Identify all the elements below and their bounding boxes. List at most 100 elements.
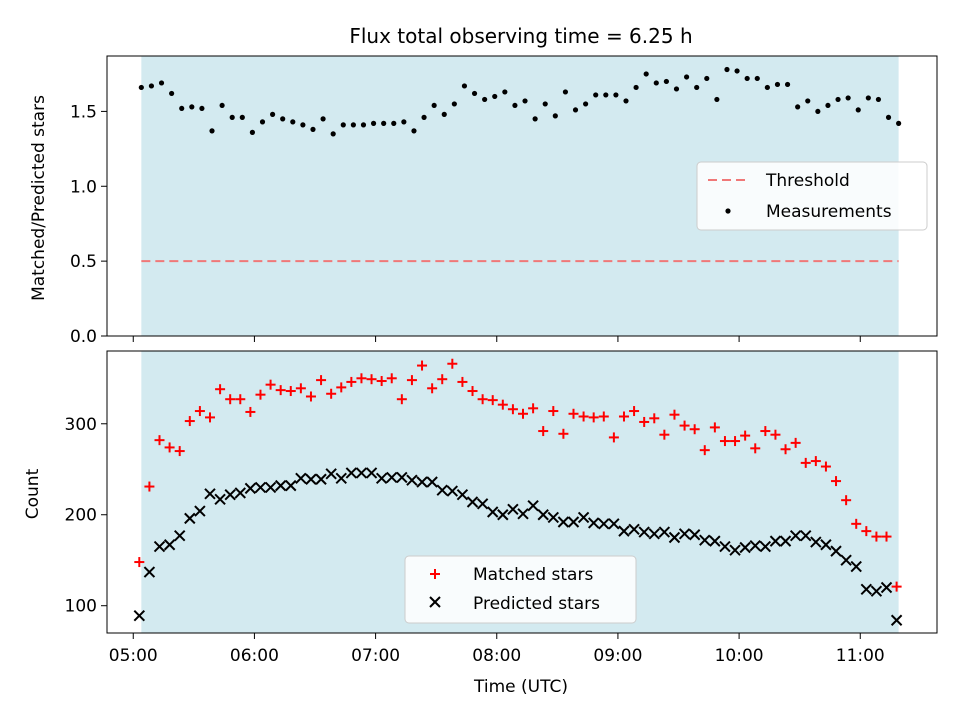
predicted-star-point [699,534,711,546]
x-tick-label: 11:00 [836,646,885,666]
measurement-point [562,89,569,95]
y-tick-label: 100 [65,597,97,617]
measurement-point [583,101,589,107]
matched-star-point [507,404,518,415]
matched-star-point [871,531,882,542]
matched-star-point [820,461,831,472]
predicted-star-point [577,511,590,524]
bottom-y-axis: 100 200 300 [65,415,107,617]
predicted-star-point [194,505,206,517]
predicted-star-point [719,540,731,553]
matched-star-point [618,411,629,422]
matched-star-point [295,383,306,394]
predicted-star-point [355,467,368,479]
legend-matched-label: Matched stars [473,565,593,585]
measurement-point [795,104,801,110]
measurement-point [229,114,235,120]
predicted-star-point [820,539,832,551]
top-y-axis: 0.0 0.5 1.0 1.5 [70,102,107,347]
predicted-star-point [779,535,792,547]
predicted-star-point [375,472,388,485]
predicted-star-point [295,472,307,485]
matched-star-point [497,399,508,410]
matched-star-point [215,384,226,395]
measurement-point [461,83,468,89]
measurement-point [340,122,346,128]
predicted-star-point [557,516,570,528]
predicted-star-point [305,473,317,485]
measurement-point [249,129,256,135]
matched-star-point [346,376,357,387]
predicted-star-point [133,610,146,622]
predicted-star-point [365,467,378,479]
measurement-point [401,119,407,125]
legend-predicted-swatch [429,596,441,608]
top-x-ticks [132,336,861,342]
predicted-star-point [264,481,277,494]
measurement-point [471,90,478,97]
matched-star-point [568,408,579,419]
matched-star-point [851,518,862,529]
measurement-point [623,98,629,104]
measurement-point [885,114,892,120]
measurement-point [441,111,447,117]
measurement-point [694,84,700,91]
x-tick-label: 08:00 [472,646,521,666]
matched-star-point [134,557,145,568]
measurement-point [512,102,518,109]
matched-star-point [245,406,256,417]
measurement-point [330,131,336,137]
predicted-star-point [396,471,408,484]
measurement-point [421,114,427,120]
predicted-star-point [507,503,519,515]
measurement-point [532,116,538,122]
y-tick-label: 1.5 [70,102,97,122]
predicted-star-point [658,526,671,538]
matched-star-point [770,429,781,440]
predicted-star-point [739,541,751,554]
measurement-point [219,102,225,109]
predicted-star-point [789,529,802,542]
matched-star-point [406,375,417,386]
measurement-point [451,101,457,107]
measurement-point [603,92,609,98]
measurement-point [300,122,306,128]
measurement-point [431,102,437,109]
matched-star-point [780,444,791,455]
matched-star-point [841,495,852,506]
matched-star-point [719,436,730,447]
measurement-point [653,80,659,86]
predicted-star-point [810,536,822,548]
matched-star-point [800,457,811,468]
bottom-x-axis: 05:00 06:00 07:00 08:00 09:00 10:00 11:00 [109,633,885,666]
predicted-star-point [678,528,691,540]
matched-star-point [467,386,478,397]
matched-star-point [164,442,175,453]
measurement-point [845,95,851,101]
predicted-star-point [487,506,499,518]
predicted-star-point [244,482,257,495]
predicted-star-point [285,479,297,492]
measurement-point [138,84,144,91]
measurement-point [734,68,740,74]
measurement-point [774,81,781,88]
predicted-star-point [153,540,166,553]
top-legend-box [696,161,928,231]
matched-star-point [366,374,377,385]
measurement-point [350,122,356,128]
matched-star-point [518,408,529,419]
top-panel: 0.0 0.5 1.0 1.5 Matched/Predicted stars Thr… [29,55,938,347]
matched-star-point [487,395,498,406]
matched-star-point [417,360,428,371]
matched-star-point [427,383,438,394]
matched-star-point [275,385,286,396]
measurement-point [169,90,175,97]
predicted-star-point [184,512,196,525]
predicted-star-point [759,540,772,553]
matched-star-point [689,424,700,435]
y-tick-label: 200 [65,506,97,526]
matched-star-point [558,428,569,439]
chart-title: Flux total observing time = 6.25 h [349,24,692,48]
matched-star-point [386,373,397,384]
measurement-point [239,114,245,120]
